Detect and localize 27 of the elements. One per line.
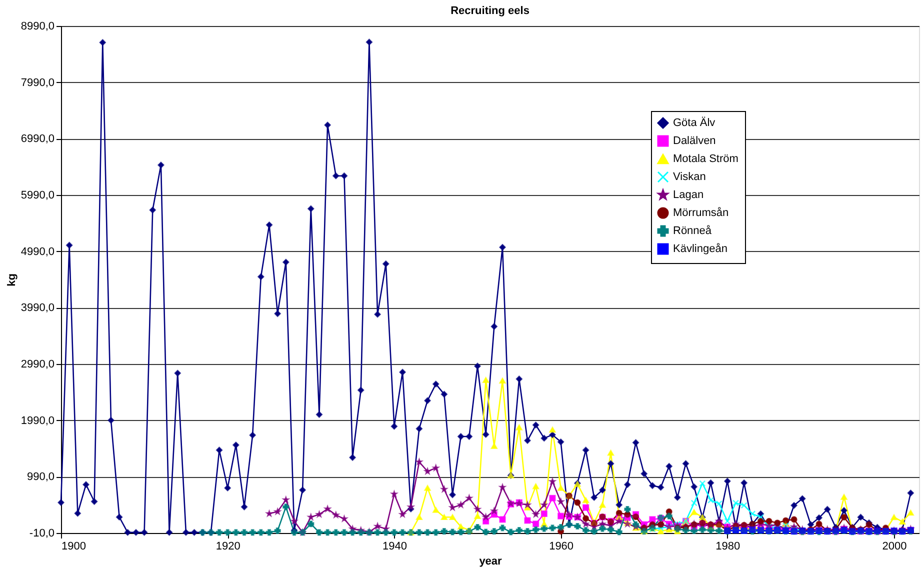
x-tick-label: 1900 — [62, 540, 86, 552]
chart-title: Recruiting eels — [450, 5, 530, 17]
y-tick-label: -10,0 — [29, 528, 54, 540]
legend-label: Dalälven — [673, 135, 716, 147]
x-axis-title: year — [479, 556, 503, 568]
legend-label: Kävlingeån — [673, 243, 728, 255]
x-tick-label: 2000 — [882, 540, 907, 552]
y-tick-label: 5990,0 — [20, 190, 54, 202]
legend-label: Rönneå — [673, 225, 712, 237]
y-axis-title: kg — [6, 274, 18, 286]
legend-label: Lagan — [673, 189, 704, 201]
x-tick-label: 1920 — [216, 540, 240, 552]
legend-label: Motala Ström — [673, 153, 738, 165]
legend-label: Viskan — [673, 171, 706, 183]
y-tick-label: 7990,0 — [20, 76, 54, 89]
y-tick-label: 4990,0 — [20, 246, 54, 258]
y-tick-label: 6990,0 — [20, 133, 54, 146]
x-tick-label: 1960 — [549, 540, 574, 552]
x-tick-label: 1940 — [382, 540, 407, 552]
y-tick-label: 3990,0 — [20, 302, 54, 314]
y-tick-label: 990,0 — [26, 471, 54, 484]
legend-label: Mörrumsån — [673, 207, 729, 219]
x-tick-label: 1980 — [716, 540, 740, 552]
y-tick-label: 1990,0 — [20, 414, 54, 427]
y-tick-label: 8990,0 — [20, 20, 54, 32]
legend-label: Göta Älv — [673, 116, 716, 129]
y-tick-label: 2990,0 — [20, 358, 54, 370]
